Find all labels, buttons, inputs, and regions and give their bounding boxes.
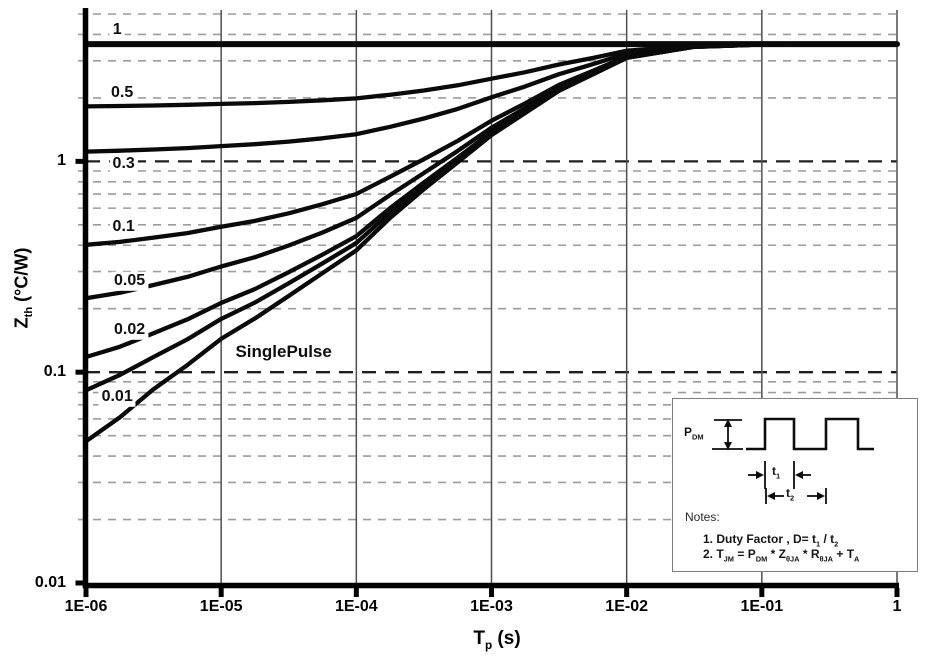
y-axis-title: Zth (°C/W) <box>11 247 36 329</box>
x-tick-label-1E-02: 1E-02 <box>605 598 649 615</box>
note-tjm-formula: 2. TJM = PDM * ZθJA * RθJA + TA <box>703 547 860 564</box>
t1-label: t1 <box>772 464 781 481</box>
x-tick-label-1E-06: 1E-06 <box>64 598 108 615</box>
amplitude-arrow <box>712 419 743 450</box>
curve-label-0.5: 0.5 <box>107 84 137 103</box>
curve-label-SinglePulse: SinglePulse <box>229 341 338 362</box>
y-tick-label-0.1: 0.1 <box>43 363 66 381</box>
square-wave <box>746 417 874 451</box>
notes-heading: Notes: <box>685 510 720 524</box>
curve-label-0.1: 0.1 <box>109 217 138 236</box>
t1-measure <box>748 461 811 489</box>
pdm-label: PDM <box>684 425 704 442</box>
pulse-waveform-diagram <box>712 417 874 504</box>
notes-inset-box: PDM t1 t2 Notes: 1. Duty Factor , D= t1 … <box>672 398 918 572</box>
t2-label: t2 <box>786 486 795 503</box>
curve-label-0.02: 0.02 <box>110 321 149 340</box>
x-tick-label-1E-03: 1E-03 <box>470 598 513 615</box>
y-tick-label-0.01: 0.01 <box>34 574 66 591</box>
curve-label-1: 1 <box>109 20 125 40</box>
curve-label-0.3: 0.3 <box>109 154 138 174</box>
y-tick-label-1: 1 <box>57 152 66 170</box>
curve-single-pulse <box>83 41 900 444</box>
x-tick-label-1: 1 <box>892 598 902 615</box>
x-axis-title: Tp (s) <box>473 628 521 652</box>
x-tick-label-1E-05: 1E-05 <box>199 598 243 615</box>
note-duty-factor: 1. Duty Factor , D= t1 / t2 <box>703 532 839 549</box>
x-tick-label-1E-01: 1E-01 <box>740 598 784 615</box>
curve-label-0.05: 0.05 <box>110 272 149 291</box>
curve-label-0.01: 0.01 <box>98 388 136 407</box>
x-tick-label-1E-04: 1E-04 <box>334 598 378 615</box>
t2-measure <box>765 488 827 504</box>
